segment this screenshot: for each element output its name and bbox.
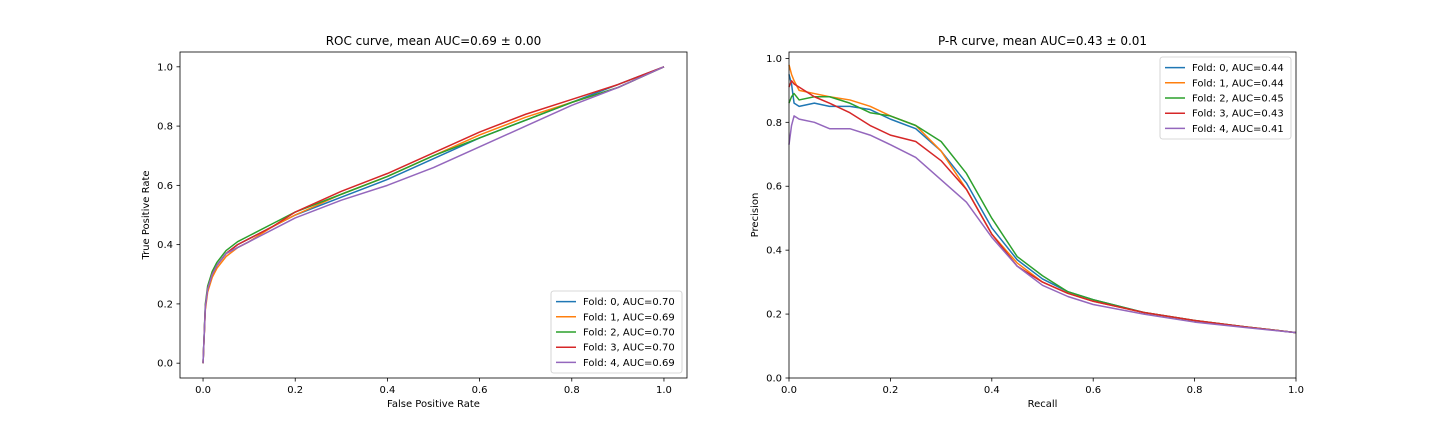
- pr-x-tick-label: 0.2: [882, 385, 898, 396]
- pr-series-line-fold-3: [788, 80, 1297, 334]
- roc-x-tick-label: 0.8: [564, 385, 580, 396]
- pr-legend-label-fold-3: Fold: 3, AUC=0.43: [1192, 109, 1284, 120]
- roc-legend-label-fold-4: Fold: 4, AUC=0.69: [583, 358, 675, 369]
- roc-title: ROC curve, mean AUC=0.69 ± 0.00: [326, 34, 542, 48]
- roc-x-tick-label: 1.0: [656, 385, 672, 396]
- roc-legend: Fold: 0, AUC=0.70 Fold: 1, AUC=0.69 Fold: …: [550, 290, 683, 374]
- pr-y-tick-label: 1.0: [766, 54, 782, 65]
- roc-x-tick-label: 0.2: [287, 385, 303, 396]
- pr-x-tick-label: 0.8: [1187, 385, 1203, 396]
- pr-x-tick-label: 1.0: [1288, 385, 1304, 396]
- pr-chart: P-R curve, mean AUC=0.43 ± 0.01 0.0 0.2 0.4…: [750, 34, 1304, 410]
- pr-plot-frame: [788, 51, 1297, 379]
- roc-legend-label-fold-1: Fold: 1, AUC=0.69: [583, 312, 675, 323]
- roc-y-tick-label: 0.0: [157, 359, 173, 370]
- roc-y-tick-label: 0.4: [157, 240, 173, 251]
- pr-legend-label-fold-2: Fold: 2, AUC=0.45: [1192, 94, 1284, 105]
- roc-y-axis-label: True Positive Rate: [141, 170, 152, 260]
- roc-x-tick-label: 0.6: [472, 385, 488, 396]
- roc-y-tick-label: 0.6: [157, 181, 173, 192]
- pr-x-tick-label: 0.4: [984, 385, 1000, 396]
- roc-series-line-fold-2: [202, 66, 665, 364]
- pr-x-tick-label: 0.6: [1085, 385, 1101, 396]
- roc-plot-frame: [179, 51, 688, 379]
- roc-legend-box: [550, 290, 683, 374]
- roc-chart: ROC curve, mean AUC=0.69 ± 0.00 0.0 0.2 0.4…: [141, 34, 688, 410]
- pr-legend-box: [1159, 56, 1292, 140]
- pr-title: P-R curve, mean AUC=0.43 ± 0.01: [938, 34, 1147, 48]
- pr-x-tick-label: 0.0: [781, 385, 797, 396]
- roc-legend-label-fold-0: Fold: 0, AUC=0.70: [583, 297, 675, 308]
- pr-legend-label-fold-1: Fold: 1, AUC=0.44: [1192, 78, 1284, 89]
- roc-legend-label-fold-2: Fold: 2, AUC=0.70: [583, 328, 675, 339]
- roc-series-line-fold-4: [202, 66, 665, 364]
- pr-y-tick-label: 0.4: [766, 246, 782, 257]
- pr-y-tick-label: 0.2: [766, 310, 782, 321]
- pr-legend: Fold: 0, AUC=0.44 Fold: 1, AUC=0.44 Fold: …: [1159, 56, 1292, 140]
- roc-y-tick-label: 0.2: [157, 299, 173, 310]
- roc-x-tick-label: 0.4: [379, 385, 395, 396]
- pr-y-tick-label: 0.6: [766, 182, 782, 193]
- roc-y-tick-label: 1.0: [157, 62, 173, 73]
- pr-series-line-fold-4: [788, 115, 1297, 334]
- pr-y-tick-label: 0.0: [766, 374, 782, 385]
- pr-y-axis-label: Precision: [750, 193, 761, 238]
- roc-series-line-fold-1: [202, 66, 665, 364]
- pr-y-tick-label: 0.8: [766, 118, 782, 129]
- pr-legend-label-fold-0: Fold: 0, AUC=0.44: [1192, 63, 1284, 74]
- roc-x-axis-label: False Positive Rate: [387, 399, 480, 410]
- roc-curves: [202, 66, 665, 364]
- pr-x-axis-label: Recall: [1028, 399, 1058, 410]
- roc-x-tick-label: 0.0: [195, 385, 211, 396]
- pr-legend-label-fold-4: Fold: 4, AUC=0.41: [1192, 124, 1284, 135]
- roc-y-tick-label: 0.8: [157, 122, 173, 133]
- pr-curves: [788, 64, 1297, 334]
- roc-legend-label-fold-3: Fold: 3, AUC=0.70: [583, 343, 675, 354]
